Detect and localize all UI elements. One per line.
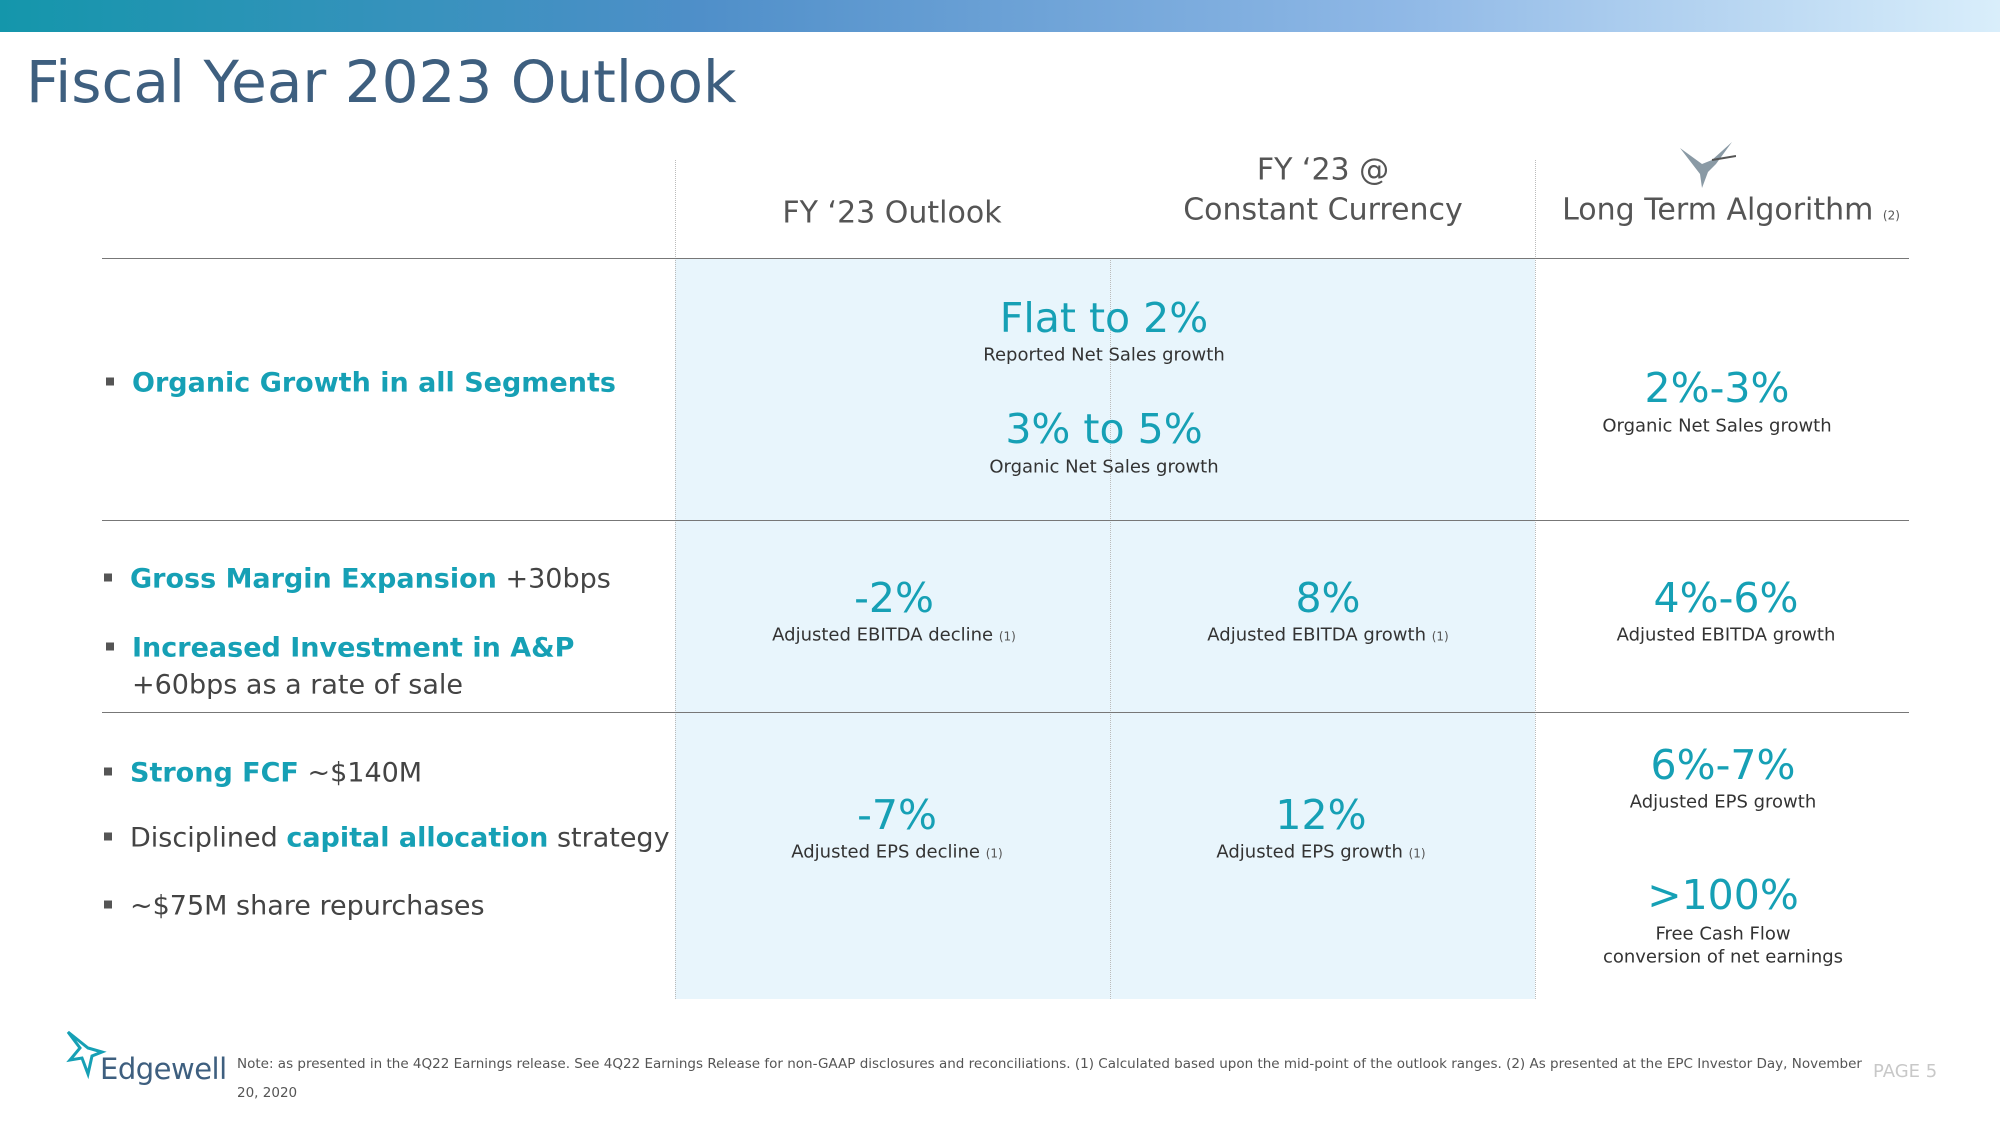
metric-value: 8% [1295,574,1361,622]
footnote-ref: (2) [1882,208,1900,223]
column-header: Long Term Algorithm (2) [1562,193,1900,228]
metric-caption: Organic Net Sales growth [1602,415,1832,437]
bullet-text: ~$75M share repurchases [130,890,485,922]
metric-caption: Adjusted EPS growth [1629,791,1817,813]
bird-shape [1680,142,1732,188]
column-divider [675,160,676,999]
bird-icon [1680,142,1736,188]
page-number: PAGE 5 [1873,1061,1938,1082]
footnote: Note: as presented in the 4Q22 Earnings … [237,1056,1862,1101]
row-divider [102,258,1909,259]
caption-text: Adjusted EBITDA decline [772,624,994,646]
metric-value: >100% [1647,871,1799,919]
metric-value: 4%-6% [1653,574,1799,622]
column-divider [1110,258,1111,999]
metric-value: 6%-7% [1650,741,1796,789]
bullet-emphasis: Organic Growth in all Segments [132,367,616,399]
bullet-text: Disciplined [130,822,278,854]
footnote-ref: (1) [1408,846,1426,861]
metric-value: 12% [1275,791,1367,839]
footnote-ref: (1) [985,846,1003,861]
logo-mark [66,1030,107,1080]
caption-text: Adjusted EBITDA growth [1207,624,1426,646]
caption-text: Adjusted EPS decline [791,841,981,863]
row-divider [102,712,1909,713]
logo-text: Edgewell [100,1052,227,1086]
column-header: Constant Currency [1183,192,1463,228]
bullet-text: +30bps [505,563,611,595]
bullet-text: strategy [556,822,670,854]
metric-caption: Organic Net Sales growth [989,456,1219,478]
bullet: Increased Investment in A&P [106,633,574,664]
metric-caption: Adjusted EBITDA growth (1) [1207,625,1448,646]
metric-value: -7% [857,791,937,839]
metric-caption: conversion of net earnings [1602,946,1844,968]
metric-caption: Adjusted EPS growth (1) [1216,842,1425,863]
metric-value: -2% [854,574,934,622]
metric-value: 2%-3% [1644,364,1790,412]
metric-value: Flat to 2% [999,294,1209,342]
top-bar [0,0,2000,32]
metric-caption: Reported Net Sales growth [983,344,1225,366]
highlight-area [675,258,1535,999]
header-text: Long Term Algorithm [1562,192,1874,228]
metric-caption: Adjusted EBITDA decline (1) [772,625,1016,646]
footnote-ref: (1) [998,629,1016,644]
metric-caption: Adjusted EBITDA growth [1616,624,1836,646]
metric-caption: Adjusted EPS decline (1) [791,842,1002,863]
column-divider [1535,160,1536,999]
bullet-emphasis: capital allocation [286,822,549,854]
bullet-emphasis: Gross Margin Expansion [130,563,497,595]
bullet-text: ~$140M [307,757,423,789]
footnote-ref: (1) [1431,629,1449,644]
metric-value: 3% to 5% [1005,405,1203,453]
bullet-emphasis: Strong FCF [130,757,299,789]
caption-text: Adjusted EPS growth [1216,841,1403,863]
bullet: Gross Margin Expansion +30bps [104,564,611,595]
column-header: FY ‘23 Outlook [782,195,1002,231]
logo-shape [66,1030,107,1080]
bird-beak [1711,155,1736,161]
bullet: Strong FCF ~$140M [104,758,422,789]
bullet-continuation: +60bps as a rate of sale [132,669,463,701]
bullet: ~$75M share repurchases [104,891,485,922]
column-header: FY ‘23 @ [1256,152,1390,188]
title: Fiscal Year 2023 Outlook [26,48,737,116]
metric-caption: Free Cash Flow [1655,923,1791,945]
bullet: Disciplined capital allocation strategy [104,823,670,854]
row-divider [102,520,1909,521]
bullet-emphasis: Increased Investment in A&P [132,632,575,664]
bullet: Organic Growth in all Segments [106,368,616,399]
